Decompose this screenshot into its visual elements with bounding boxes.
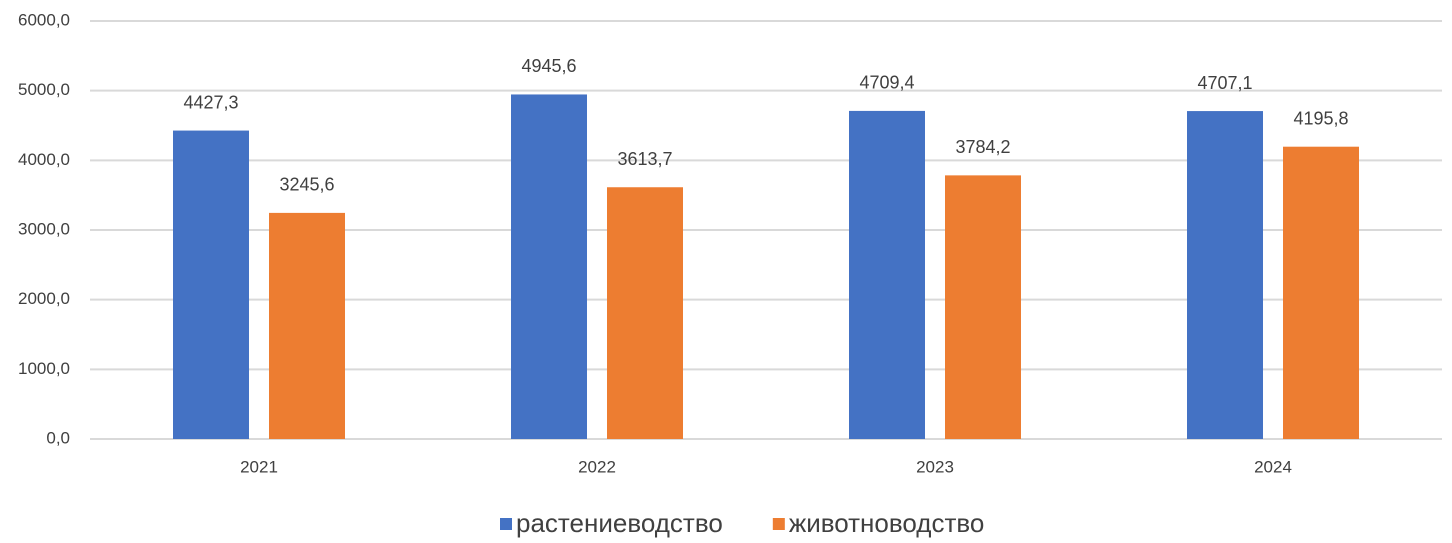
bar [1187, 111, 1263, 440]
legend-swatch [772, 518, 785, 530]
value-label: 3784,2 [955, 137, 1010, 157]
bar [945, 175, 1021, 439]
bar [849, 110, 925, 439]
bar [269, 212, 345, 439]
value-label: 3613,7 [617, 149, 672, 169]
y-tick-label: 5000,0 [18, 80, 70, 99]
bar [173, 130, 249, 440]
legend-swatch [500, 518, 512, 530]
y-tick-label: 4000,0 [18, 150, 70, 169]
value-label: 4427,3 [183, 92, 238, 112]
bar [511, 94, 587, 439]
y-tick-label: 6000,0 [18, 10, 70, 29]
y-tick-label: 3000,0 [18, 219, 70, 238]
y-tick-label: 0,0 [46, 428, 70, 447]
value-label: 4707,1 [1197, 73, 1252, 93]
x-tick-label: 2022 [578, 457, 616, 476]
value-label: 4709,4 [859, 73, 914, 93]
value-label: 4195,8 [1293, 108, 1348, 128]
x-tick-label: 2023 [916, 457, 954, 476]
value-label: 4945,6 [521, 56, 576, 76]
bar [1283, 146, 1359, 439]
x-tick-label: 2021 [240, 457, 278, 476]
y-tick-label: 1000,0 [18, 359, 70, 378]
legend-label: растениеводство [516, 508, 723, 538]
legend-label: животноводство [789, 508, 985, 538]
bar [607, 187, 683, 439]
value-label: 3245,6 [279, 175, 334, 195]
x-tick-label: 2024 [1254, 457, 1292, 476]
y-tick-label: 2000,0 [18, 289, 70, 308]
